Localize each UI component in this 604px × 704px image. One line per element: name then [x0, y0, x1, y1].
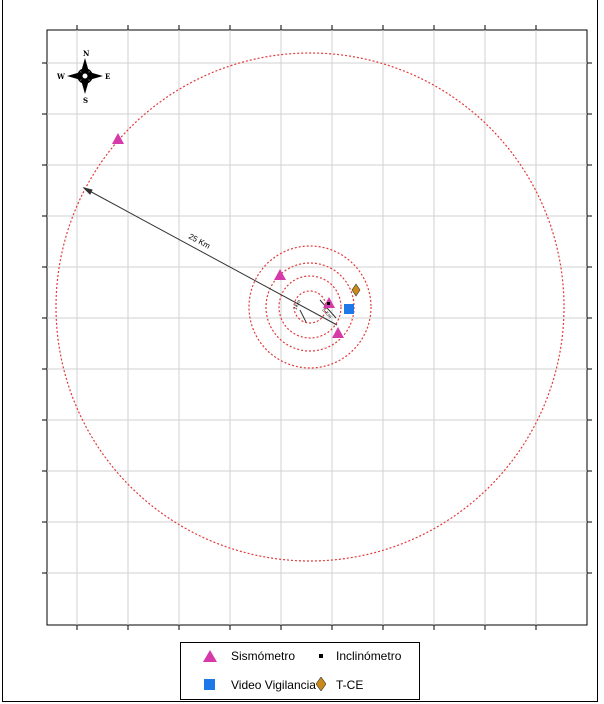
map-panel — [46, 29, 588, 626]
legend-inclinometer-symbol — [319, 654, 323, 658]
compass-s-label: S — [83, 96, 88, 105]
radius-5km-line — [319, 299, 337, 319]
legend-seismometer-symbol — [203, 650, 217, 662]
compass-east-point — [85, 72, 103, 80]
legend-video-label: Video Vigilancia — [231, 678, 316, 692]
seismometer-marker[interactable] — [332, 327, 344, 338]
tce-marker[interactable] — [351, 283, 361, 297]
compass-w-label: W — [56, 72, 65, 81]
compass-ring — [77, 68, 93, 84]
legend-inclinometer-label: Inclinómetro — [336, 649, 402, 663]
compass-rose: N S E W — [56, 49, 110, 105]
radius-arrow-head — [82, 187, 93, 195]
ring-inner — [278, 275, 342, 339]
stations — [112, 133, 361, 338]
axis-ticks — [42, 25, 592, 630]
legend: Sismómetro Inclinómetro Video Vigilancia… — [180, 642, 420, 700]
radius-lines — [82, 187, 338, 326]
video-surveillance-marker[interactable] — [344, 304, 354, 314]
seismometer-marker[interactable] — [112, 133, 124, 144]
compass-west-point — [67, 72, 85, 80]
legend-tce-symbol — [316, 677, 326, 691]
seismometer-marker[interactable] — [274, 269, 286, 280]
radius-1km-line — [299, 309, 307, 323]
compass-south-point — [81, 76, 89, 94]
compass-e-label: E — [105, 72, 110, 81]
compass-north-point — [81, 58, 89, 76]
legend-tce-label: T-CE — [336, 678, 364, 692]
ring-outer — [248, 245, 372, 369]
radius-25km-line — [83, 187, 338, 326]
inclinometer-marker[interactable] — [327, 302, 330, 305]
legend-seismometer-label: Sismómetro — [231, 649, 296, 663]
grid-lines — [47, 30, 587, 625]
distance-label-1km: 1Km — [292, 299, 302, 311]
compass-center — [81, 72, 89, 80]
ring-25km — [55, 52, 565, 562]
legend-video-symbol — [204, 679, 215, 690]
compass-n-label: N — [83, 49, 90, 58]
